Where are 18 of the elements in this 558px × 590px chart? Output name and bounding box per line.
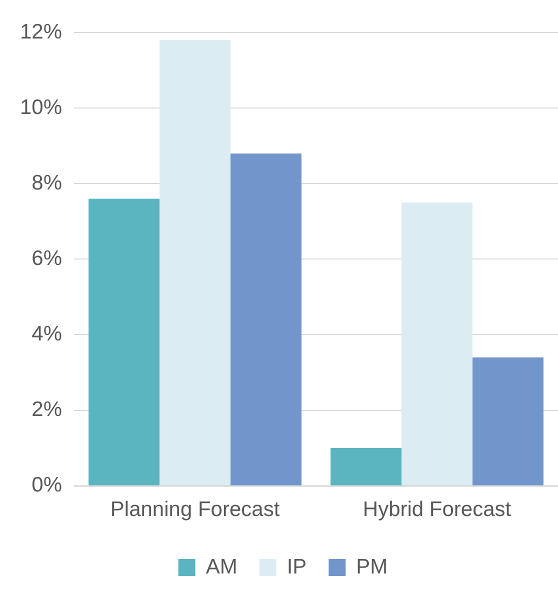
y-tick-label: 0%: [32, 474, 62, 497]
bar: [402, 202, 472, 486]
y-tick-label: 12%: [20, 20, 62, 44]
bar: [230, 153, 302, 486]
legend-label: PM: [356, 555, 388, 578]
bar: [160, 40, 231, 486]
x-tick-label: Planning Forecast: [110, 498, 280, 522]
bar: [330, 448, 402, 486]
y-tick-label: 8%: [32, 171, 62, 194]
y-tick-label: 6%: [32, 246, 62, 270]
x-tick-label: Hybrid Forecast: [362, 498, 512, 522]
legend-label: AM: [206, 555, 238, 578]
legend-label: IP: [286, 555, 307, 578]
bar: [472, 357, 544, 486]
y-tick-label: 4%: [32, 322, 62, 346]
bar: [88, 198, 160, 486]
y-tick-label: 2%: [32, 398, 62, 422]
y-tick-label: 10%: [20, 96, 62, 119]
